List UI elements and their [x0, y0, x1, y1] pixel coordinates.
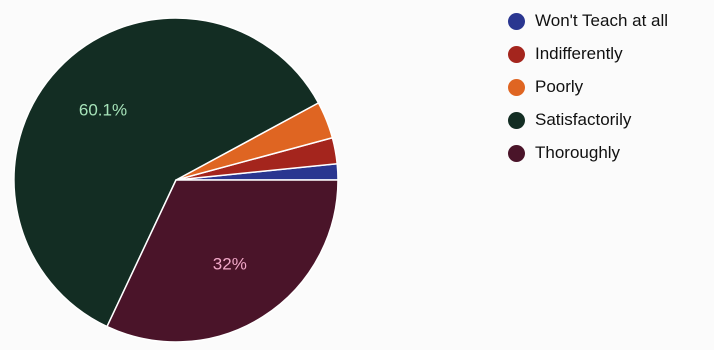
- legend-item-satisfactorily: Satisfactorily: [508, 109, 668, 131]
- data-label-satisfactorily: 60.1%: [79, 100, 127, 119]
- legend-label: Poorly: [535, 77, 584, 96]
- pie-slice-thoroughly: [106, 179, 339, 343]
- legend-label: Thoroughly: [535, 143, 621, 162]
- legend-swatch: [508, 111, 525, 129]
- pie-slices: [13, 17, 339, 343]
- data-label-thoroughly: 32%: [213, 254, 247, 273]
- pie-data-labels: 60.1% 32%: [79, 100, 247, 273]
- legend-label: Indifferently: [535, 44, 623, 63]
- legend-label: Satisfactorily: [535, 110, 632, 129]
- legend: Won't Teach at all Indifferently Poorly Sat…: [508, 10, 668, 175]
- legend-swatch: [508, 78, 525, 96]
- legend-item-indifferently: Indifferently: [508, 43, 668, 65]
- legend-item-won-t-teach-at-all: Won't Teach at all: [508, 10, 668, 32]
- legend-item-poorly: Poorly: [508, 76, 668, 98]
- legend-item-thoroughly: Thoroughly: [508, 142, 668, 164]
- pie-slice-satisfactorily: [13, 17, 320, 328]
- legend-swatch: [508, 12, 525, 30]
- legend-swatch: [508, 144, 525, 162]
- legend-label: Won't Teach at all: [535, 11, 669, 30]
- legend-swatch: [508, 45, 525, 63]
